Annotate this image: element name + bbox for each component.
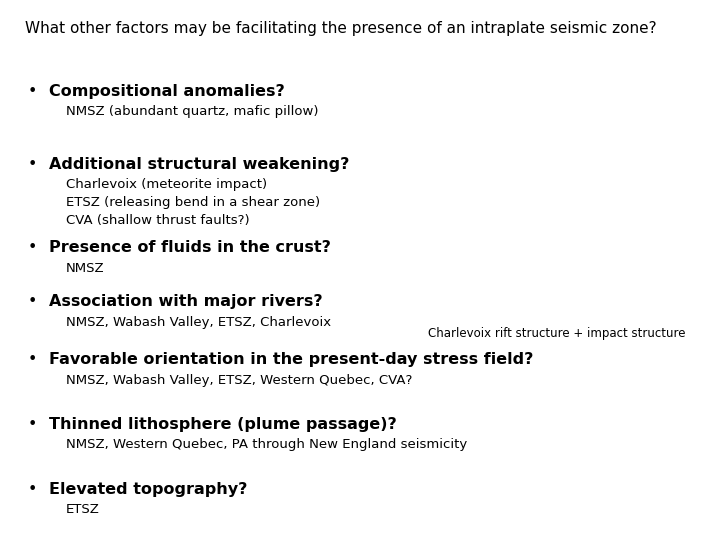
Text: Favorable orientation in the present-day stress field?: Favorable orientation in the present-day… bbox=[49, 352, 534, 367]
Text: NMSZ (abundant quartz, mafic pillow): NMSZ (abundant quartz, mafic pillow) bbox=[66, 105, 319, 118]
Text: Association with major rivers?: Association with major rivers? bbox=[49, 294, 323, 309]
Text: ETSZ: ETSZ bbox=[66, 503, 100, 516]
Text: NMSZ: NMSZ bbox=[66, 262, 105, 275]
Text: Compositional anomalies?: Compositional anomalies? bbox=[49, 84, 284, 99]
Text: NMSZ, Western Quebec, PA through New England seismicity: NMSZ, Western Quebec, PA through New Eng… bbox=[66, 438, 467, 451]
Text: Presence of fluids in the crust?: Presence of fluids in the crust? bbox=[49, 240, 330, 255]
Text: Charlevoix rift structure + impact structure: Charlevoix rift structure + impact struc… bbox=[428, 327, 686, 340]
Text: Additional structural weakening?: Additional structural weakening? bbox=[49, 157, 349, 172]
Text: ETSZ (releasing bend in a shear zone): ETSZ (releasing bend in a shear zone) bbox=[66, 196, 320, 209]
Text: Elevated topography?: Elevated topography? bbox=[49, 482, 248, 497]
Text: Thinned lithosphere (plume passage)?: Thinned lithosphere (plume passage)? bbox=[49, 417, 397, 432]
Text: •: • bbox=[27, 417, 37, 432]
Text: NMSZ, Wabash Valley, ETSZ, Charlevoix: NMSZ, Wabash Valley, ETSZ, Charlevoix bbox=[66, 316, 331, 329]
Text: •: • bbox=[27, 294, 37, 309]
Text: NMSZ, Wabash Valley, ETSZ, Western Quebec, CVA?: NMSZ, Wabash Valley, ETSZ, Western Quebe… bbox=[66, 374, 413, 387]
Text: •: • bbox=[27, 482, 37, 497]
Text: CVA (shallow thrust faults?): CVA (shallow thrust faults?) bbox=[66, 214, 250, 227]
Text: •: • bbox=[27, 84, 37, 99]
Text: Charlevoix (meteorite impact): Charlevoix (meteorite impact) bbox=[66, 178, 267, 191]
Text: •: • bbox=[27, 352, 37, 367]
Text: What other factors may be facilitating the presence of an intraplate seismic zon: What other factors may be facilitating t… bbox=[25, 21, 657, 36]
Text: •: • bbox=[27, 240, 37, 255]
Text: •: • bbox=[27, 157, 37, 172]
